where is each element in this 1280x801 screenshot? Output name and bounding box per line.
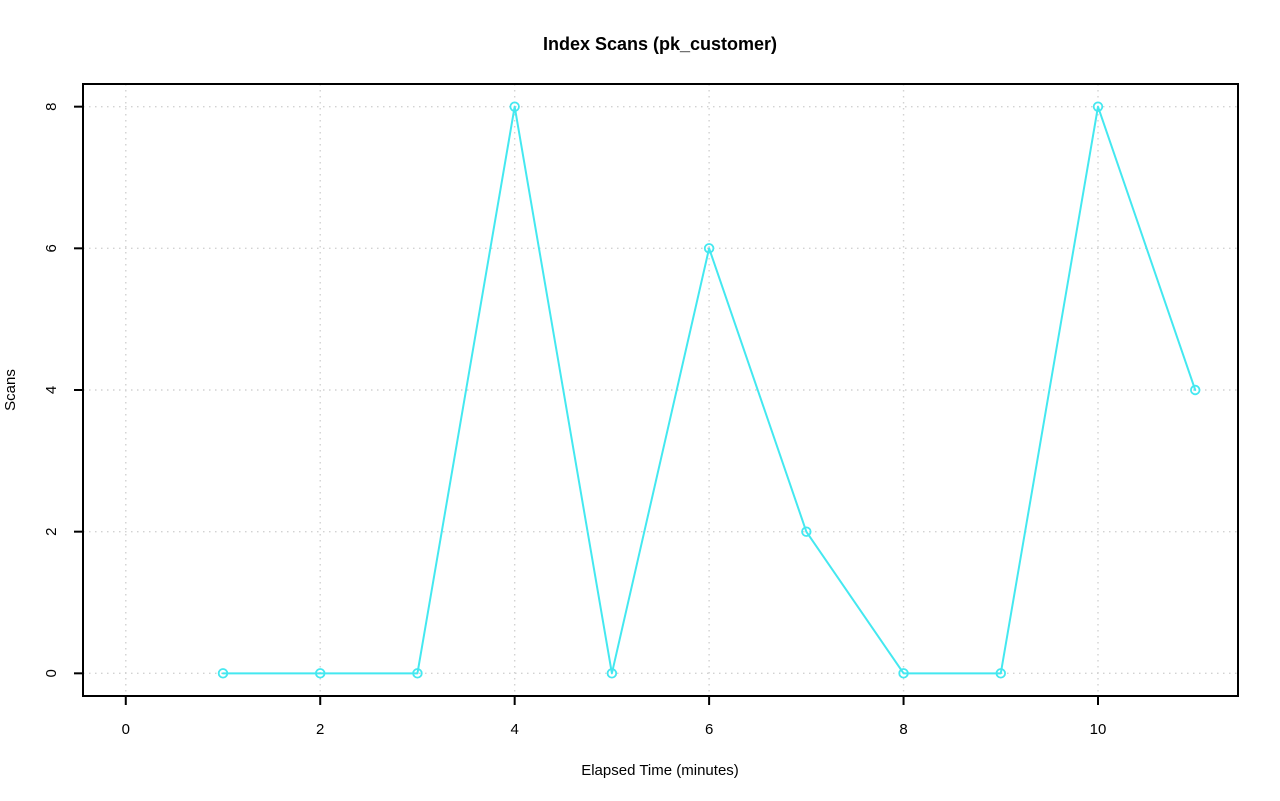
data-point-marker bbox=[606, 668, 618, 679]
data-point-marker bbox=[703, 243, 715, 254]
data-point-marker bbox=[1190, 384, 1201, 396]
data-point-marker bbox=[995, 668, 1006, 679]
data-point-marker bbox=[412, 668, 423, 679]
y-axis-label: Scans bbox=[2, 369, 19, 411]
x-tick-label: 4 bbox=[510, 721, 518, 738]
axes-layer: 0 2 4 6 8 10 0 2 4 6 8 bbox=[43, 83, 1239, 738]
data-point-marker bbox=[1092, 101, 1104, 112]
y-tick-label: 0 bbox=[43, 669, 60, 677]
x-tick-label: 6 bbox=[705, 721, 713, 738]
x-axis-label: Elapsed Time (minutes) bbox=[581, 762, 739, 779]
data-point-marker bbox=[801, 526, 812, 537]
x-tick-label: 10 bbox=[1090, 721, 1107, 738]
x-tick-label: 0 bbox=[122, 721, 130, 738]
data-point-marker bbox=[898, 668, 909, 679]
data-point-marker bbox=[315, 668, 326, 679]
data-point-marker bbox=[217, 668, 229, 679]
chart-title: Index Scans (pk_customer) bbox=[543, 34, 777, 54]
grid-layer bbox=[83, 84, 1238, 696]
y-tick-label: 4 bbox=[43, 386, 60, 394]
series-line bbox=[222, 105, 1197, 675]
data-point-marker bbox=[509, 101, 520, 112]
series-layer bbox=[217, 101, 1201, 679]
y-tick-label: 8 bbox=[43, 102, 60, 110]
y-tick-label: 6 bbox=[43, 244, 60, 252]
plot-border bbox=[82, 83, 1239, 697]
x-tick-label: 2 bbox=[316, 721, 324, 738]
y-tick-label: 2 bbox=[43, 527, 60, 535]
x-tick-label: 8 bbox=[899, 721, 907, 738]
